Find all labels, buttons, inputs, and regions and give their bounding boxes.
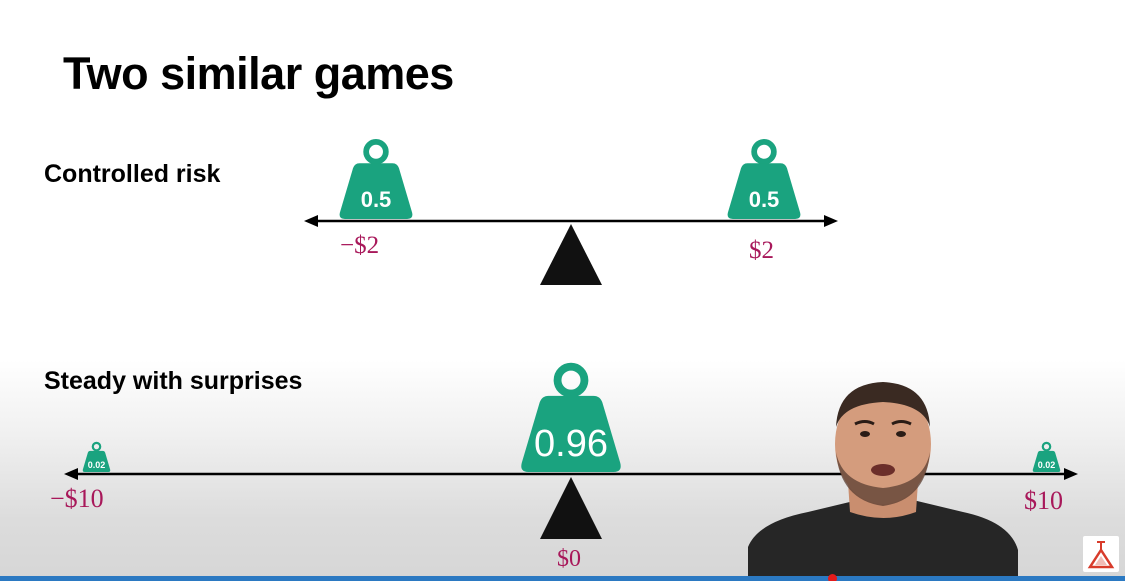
presenter-icon (748, 382, 1018, 581)
channel-logo[interactable] (1083, 536, 1119, 572)
center-weight-icon: 0.96 (521, 367, 620, 472)
left-arrow-icon (64, 468, 78, 480)
steady-left-value: −$10 (50, 484, 104, 513)
steady-surprises-scale: 0.02 0.96 0.02 (64, 367, 1078, 539)
fulcrum-triangle-icon (540, 224, 602, 285)
controlled-risk-label: Controlled risk (44, 160, 221, 188)
right-weight-icon: 0.5 (728, 142, 801, 219)
fulcrum-triangle-icon (540, 477, 602, 539)
presenter-video (748, 372, 1018, 581)
left-weight-icon: 0.5 (340, 142, 413, 219)
controlled-risk-right-value: $2 (749, 237, 774, 264)
left-arrow-icon (304, 215, 318, 227)
steady-right-value: $10 (1024, 486, 1063, 515)
steady-center-value: $0 (557, 546, 581, 572)
right-arrow-icon (1064, 468, 1078, 480)
flask-logo-icon (1087, 541, 1115, 569)
controlled-risk-scale: 0.5 0.5 (304, 142, 838, 285)
small-left-weight-icon: 0.02 (81, 441, 112, 472)
steady-with-surprises-label: Steady with surprises (44, 367, 303, 395)
video-progress-handle[interactable] (828, 574, 837, 581)
center-weight-value: 0.96 (534, 423, 608, 465)
small-left-weight-value: 0.02 (88, 460, 106, 470)
left-weight-value: 0.5 (361, 187, 392, 212)
video-progress-bar[interactable] (0, 576, 1125, 581)
small-right-weight-icon: 0.02 (1031, 441, 1062, 472)
slide-title: Two similar games (63, 48, 454, 99)
right-weight-value: 0.5 (749, 187, 780, 212)
controlled-risk-left-value: −$2 (340, 232, 380, 259)
right-arrow-icon (824, 215, 838, 227)
small-right-weight-value: 0.02 (1038, 460, 1056, 470)
